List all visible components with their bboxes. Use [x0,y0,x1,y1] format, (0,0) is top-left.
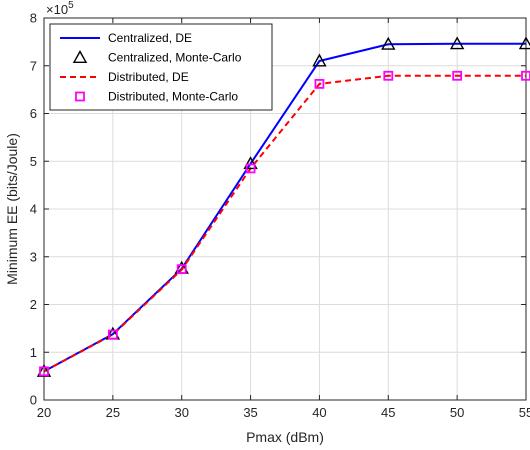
x-tick-label: 20 [37,405,51,420]
y-tick-label: 5 [30,154,37,169]
legend-entry-label: Centralized, Monte-Carlo [108,51,242,65]
triangle-marker [381,36,396,50]
y-tick-label: 4 [30,202,37,217]
series-group [36,36,530,377]
legend-entry-label: Distributed, Monte-Carlo [108,90,238,104]
square-marker [107,329,118,340]
y-axis-exponent-base: ×10 [46,2,68,17]
square-marker [383,70,394,81]
series-line [43,74,526,373]
y-axis-exponent-power: 5 [68,0,74,11]
legend-entry-label: Centralized, DE [108,31,192,45]
x-tick-label: 50 [450,405,464,420]
legend-swatch-square [75,91,85,102]
triangle-marker [312,53,327,67]
x-tick-label: 55 [519,405,530,420]
x-tick-label: 35 [243,405,257,420]
y-tick-label: 0 [30,393,37,408]
triangle-marker [449,36,465,50]
square-marker [245,163,256,174]
y-tick-label: 6 [30,106,37,121]
square-marker [314,78,325,89]
legend-entry-label: Distributed, DE [108,70,189,84]
x-tick-label: 45 [381,405,395,420]
y-tick-label: 3 [30,249,37,264]
y-tick-label: 2 [30,297,37,312]
y-axis-label: Minimum EE (bits/Joule) [4,133,20,285]
y-tick-label: 7 [30,58,37,73]
square-marker [452,70,463,81]
x-tick-label: 30 [174,405,188,420]
x-axis-label: Pmax (dBm) [246,429,324,445]
legend-swatch-triangle [72,50,88,63]
triangle-marker [518,36,530,50]
square-marker [521,70,530,81]
legend: Centralized, DE Centralized, Monte-Carlo D… [49,23,273,111]
y-tick-label: 1 [30,345,37,360]
y-axis-exponent: ×105 [46,0,74,17]
square-marker [39,366,49,377]
y-tick-label: 8 [30,11,37,26]
x-tick-label: 40 [312,405,326,420]
x-tick-label: 25 [106,405,120,420]
square-marker [176,264,187,275]
triangle-marker [243,156,258,170]
